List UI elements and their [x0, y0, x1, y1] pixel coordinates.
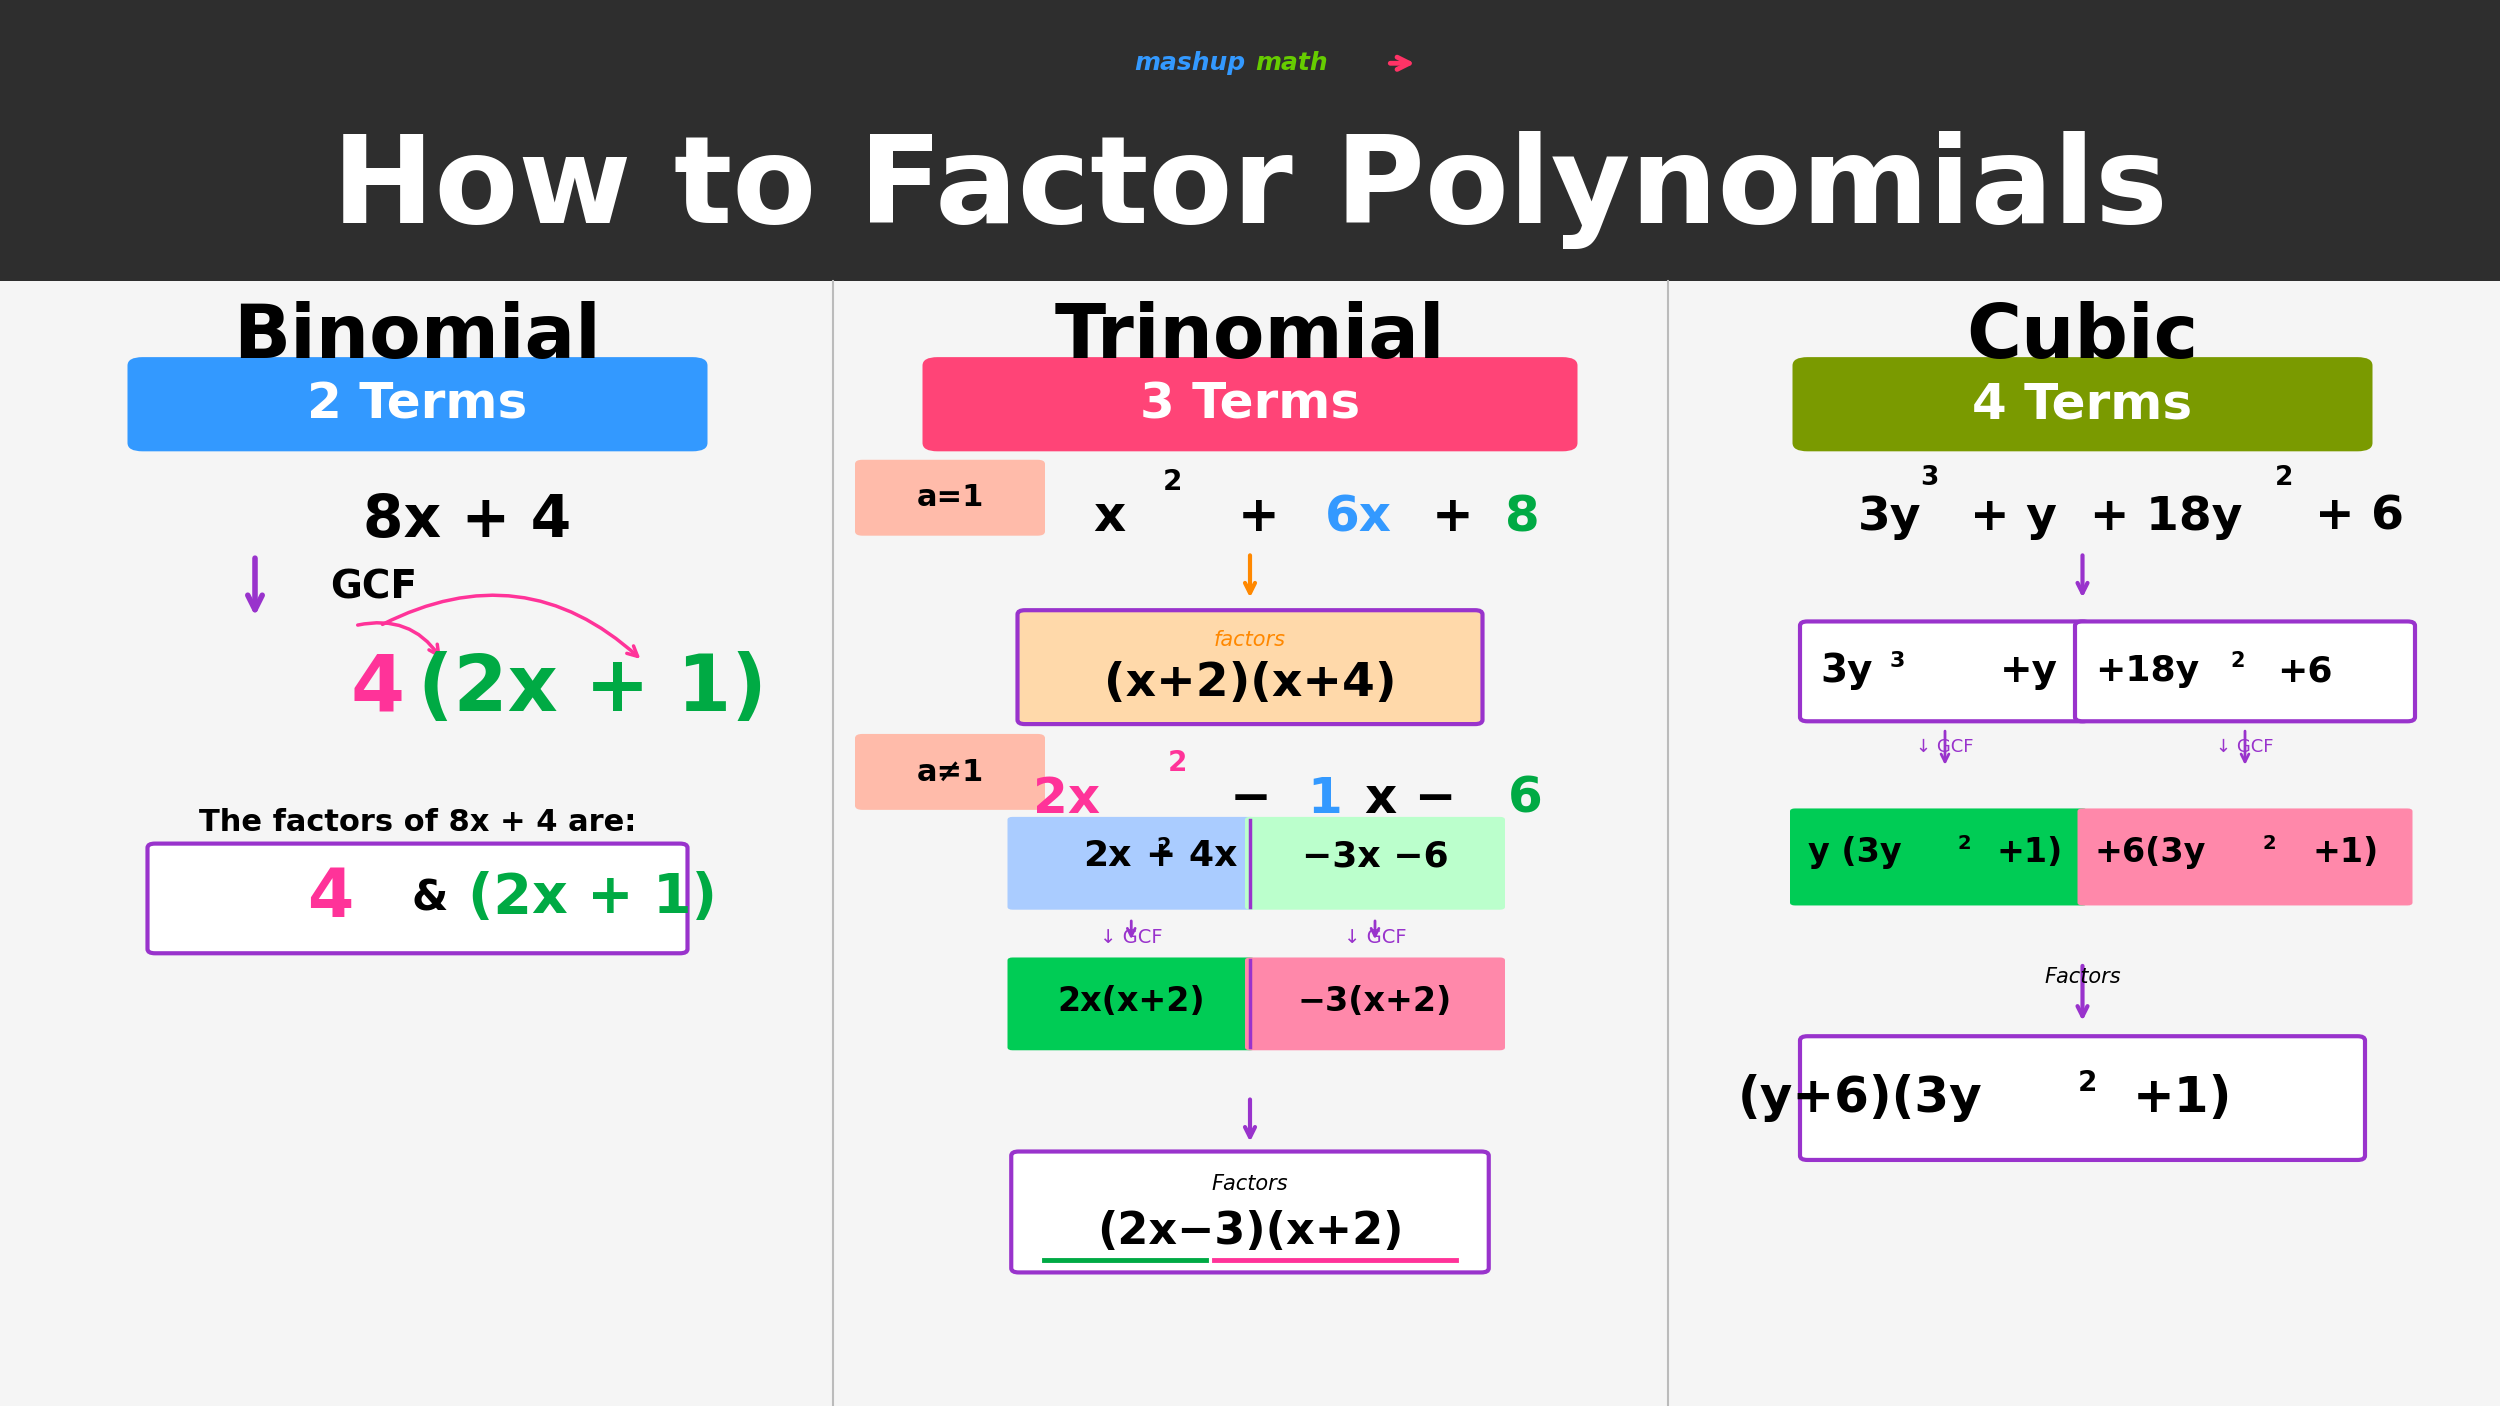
Text: 2: 2: [1958, 834, 1970, 853]
Text: mashup: mashup: [1135, 51, 1245, 76]
Text: 8: 8: [1505, 494, 1540, 541]
Text: +: +: [1238, 494, 1298, 541]
FancyBboxPatch shape: [148, 844, 688, 953]
Text: The factors of 8x + 4 are:: The factors of 8x + 4 are:: [200, 808, 635, 837]
Text: + 6: + 6: [2315, 495, 2405, 540]
Text: +: +: [1432, 494, 1492, 541]
FancyBboxPatch shape: [2075, 621, 2415, 721]
FancyBboxPatch shape: [1790, 808, 2088, 905]
FancyBboxPatch shape: [1245, 957, 1505, 1050]
Text: y (3y: y (3y: [1808, 837, 1900, 869]
Text: −3x −6: −3x −6: [1302, 839, 1447, 873]
FancyBboxPatch shape: [855, 734, 1045, 810]
Text: (2x + 1): (2x + 1): [418, 651, 765, 727]
Text: GCF: GCF: [330, 568, 418, 607]
Text: + 4x: + 4x: [1145, 839, 1238, 873]
Text: Binomial: Binomial: [232, 301, 602, 374]
Text: 2 Terms: 2 Terms: [308, 380, 528, 429]
Text: +6(3y: +6(3y: [2095, 837, 2208, 869]
Text: (x+2)(x+4): (x+2)(x+4): [1105, 661, 1395, 706]
Text: x −: x −: [1365, 775, 1457, 823]
FancyBboxPatch shape: [1008, 817, 1255, 910]
Text: ↓ GCF: ↓ GCF: [1342, 928, 1407, 948]
Text: +y: +y: [2000, 652, 2058, 690]
FancyBboxPatch shape: [1800, 1036, 2365, 1160]
Text: a≠1: a≠1: [918, 758, 982, 786]
Text: 1: 1: [1308, 775, 1342, 823]
Text: +1): +1): [1995, 837, 2062, 869]
Text: 3: 3: [1890, 651, 1905, 671]
FancyBboxPatch shape: [127, 357, 708, 451]
Text: Factors: Factors: [2045, 967, 2120, 987]
FancyBboxPatch shape: [922, 357, 1578, 451]
Text: Cubic: Cubic: [1968, 301, 2198, 374]
Text: &: &: [412, 877, 447, 920]
Text: 2: 2: [1168, 749, 1187, 778]
Text: 4: 4: [350, 651, 405, 727]
Text: (2x + 1): (2x + 1): [468, 872, 718, 925]
Text: 6: 6: [1508, 775, 1542, 823]
Text: −3(x+2): −3(x+2): [1298, 984, 1452, 1018]
Text: factors: factors: [1215, 630, 1285, 650]
FancyBboxPatch shape: [1792, 357, 2372, 451]
Text: ↓ GCF: ↓ GCF: [1100, 928, 1162, 948]
Text: 3 Terms: 3 Terms: [1140, 380, 1360, 429]
Text: +1): +1): [2132, 1074, 2232, 1122]
FancyBboxPatch shape: [0, 0, 2500, 281]
Text: (2x−3)(x+2): (2x−3)(x+2): [1098, 1211, 1402, 1253]
Text: −: −: [1230, 775, 1272, 823]
Text: 2x: 2x: [1032, 775, 1100, 823]
FancyBboxPatch shape: [1245, 817, 1505, 910]
Text: 3y: 3y: [1858, 495, 1920, 540]
Text: 2x: 2x: [1082, 839, 1130, 873]
Text: math: math: [1255, 51, 1328, 76]
Text: +6: +6: [2278, 654, 2332, 689]
Text: 2: 2: [1162, 468, 1182, 496]
Text: 2: 2: [2262, 834, 2275, 853]
Text: 4 Terms: 4 Terms: [1972, 380, 2192, 429]
Text: 2: 2: [2275, 465, 2292, 491]
FancyBboxPatch shape: [1010, 1152, 1488, 1272]
Text: 2x(x+2): 2x(x+2): [1058, 984, 1205, 1018]
Text: +18y: +18y: [2095, 654, 2200, 689]
Text: ↓ GCF: ↓ GCF: [2218, 738, 2275, 755]
Text: 3: 3: [1920, 465, 1938, 491]
Text: + y  + 18y: + y + 18y: [1970, 495, 2242, 540]
Text: 2: 2: [1155, 837, 1170, 856]
Text: 3y: 3y: [1820, 652, 1872, 690]
FancyBboxPatch shape: [2078, 808, 2412, 905]
FancyBboxPatch shape: [1008, 957, 1255, 1050]
Text: x: x: [1092, 494, 1125, 541]
Text: How to Factor Polynomials: How to Factor Polynomials: [332, 131, 2168, 249]
Text: a=1: a=1: [918, 484, 982, 512]
Text: (y+6)(3y: (y+6)(3y: [1737, 1074, 1982, 1122]
Text: Factors: Factors: [1212, 1174, 1288, 1194]
FancyBboxPatch shape: [1800, 621, 2090, 721]
Text: 8x + 4: 8x + 4: [362, 492, 572, 548]
Text: 6x: 6x: [1325, 494, 1392, 541]
FancyBboxPatch shape: [855, 460, 1045, 536]
FancyBboxPatch shape: [1017, 610, 1482, 724]
Text: 4: 4: [308, 866, 352, 931]
Text: +1): +1): [2312, 837, 2380, 869]
Text: 2: 2: [2230, 651, 2245, 671]
Text: 2: 2: [2078, 1069, 2098, 1097]
Text: ↓ GCF: ↓ GCF: [1915, 738, 1975, 755]
Text: Trinomial: Trinomial: [1055, 301, 1445, 374]
